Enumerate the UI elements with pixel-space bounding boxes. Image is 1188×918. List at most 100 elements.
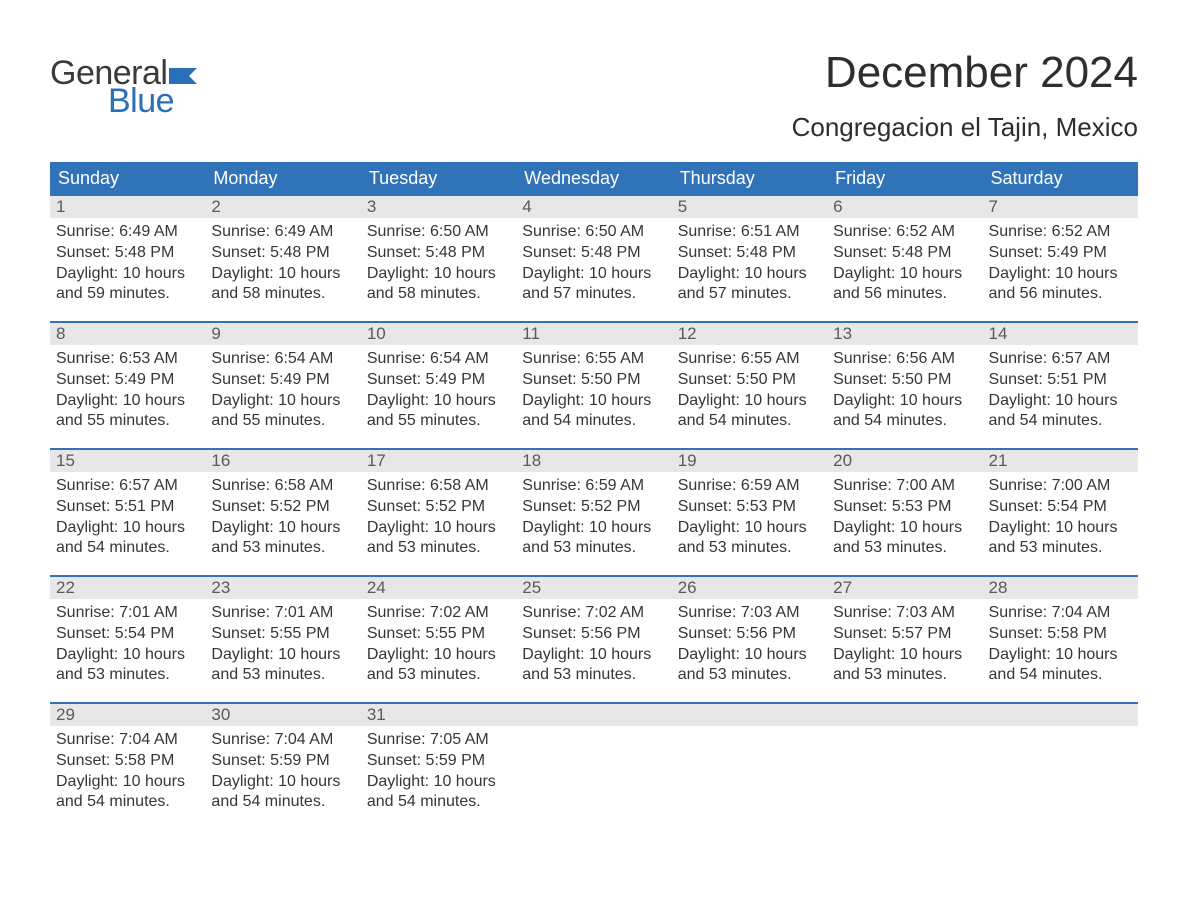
day-body: Sunrise: 6:50 AMSunset: 5:48 PMDaylight:… bbox=[516, 218, 671, 305]
daylight-line-1: Daylight: 10 hours bbox=[833, 391, 976, 412]
day-body: Sunrise: 6:51 AMSunset: 5:48 PMDaylight:… bbox=[672, 218, 827, 305]
daylight-line-1: Daylight: 10 hours bbox=[989, 264, 1132, 285]
sunset-line: Sunset: 5:48 PM bbox=[678, 243, 821, 264]
daylight-line-2: and 53 minutes. bbox=[522, 665, 665, 686]
sunset-line: Sunset: 5:48 PM bbox=[367, 243, 510, 264]
day-body: Sunrise: 7:01 AMSunset: 5:55 PMDaylight:… bbox=[205, 599, 360, 686]
daylight-line-2: and 53 minutes. bbox=[833, 665, 976, 686]
sunrise-line: Sunrise: 7:02 AM bbox=[522, 603, 665, 624]
sunset-line: Sunset: 5:55 PM bbox=[211, 624, 354, 645]
day-body: Sunrise: 7:04 AMSunset: 5:58 PMDaylight:… bbox=[50, 726, 205, 813]
day-number: 24 bbox=[361, 577, 516, 599]
daylight-line-2: and 53 minutes. bbox=[367, 665, 510, 686]
day-number: 11 bbox=[516, 323, 671, 345]
sunrise-line: Sunrise: 7:04 AM bbox=[211, 730, 354, 751]
sunrise-line: Sunrise: 6:56 AM bbox=[833, 349, 976, 370]
daylight-line-2: and 55 minutes. bbox=[56, 411, 199, 432]
day-number bbox=[672, 704, 827, 726]
day-number: 1 bbox=[50, 196, 205, 218]
day-number: 5 bbox=[672, 196, 827, 218]
sunrise-line: Sunrise: 7:00 AM bbox=[833, 476, 976, 497]
day-body: Sunrise: 7:00 AMSunset: 5:54 PMDaylight:… bbox=[983, 472, 1138, 559]
daylight-line-1: Daylight: 10 hours bbox=[367, 391, 510, 412]
calendar-day-cell bbox=[516, 704, 671, 829]
sunset-line: Sunset: 5:58 PM bbox=[989, 624, 1132, 645]
sunrise-line: Sunrise: 6:51 AM bbox=[678, 222, 821, 243]
daylight-line-1: Daylight: 10 hours bbox=[833, 518, 976, 539]
sunset-line: Sunset: 5:52 PM bbox=[211, 497, 354, 518]
sunrise-line: Sunrise: 6:50 AM bbox=[367, 222, 510, 243]
day-number bbox=[983, 704, 1138, 726]
sunset-line: Sunset: 5:48 PM bbox=[522, 243, 665, 264]
sunrise-line: Sunrise: 6:57 AM bbox=[56, 476, 199, 497]
day-body: Sunrise: 6:59 AMSunset: 5:53 PMDaylight:… bbox=[672, 472, 827, 559]
day-body: Sunrise: 6:49 AMSunset: 5:48 PMDaylight:… bbox=[205, 218, 360, 305]
sunrise-line: Sunrise: 6:53 AM bbox=[56, 349, 199, 370]
day-number: 4 bbox=[516, 196, 671, 218]
sunset-line: Sunset: 5:52 PM bbox=[522, 497, 665, 518]
daylight-line-2: and 53 minutes. bbox=[989, 538, 1132, 559]
daylight-line-2: and 59 minutes. bbox=[56, 284, 199, 305]
day-number: 17 bbox=[361, 450, 516, 472]
daylight-line-2: and 54 minutes. bbox=[833, 411, 976, 432]
sunrise-line: Sunrise: 7:01 AM bbox=[56, 603, 199, 624]
day-body: Sunrise: 6:55 AMSunset: 5:50 PMDaylight:… bbox=[516, 345, 671, 432]
sunset-line: Sunset: 5:53 PM bbox=[678, 497, 821, 518]
calendar-header-cell: Saturday bbox=[983, 168, 1138, 189]
daylight-line-2: and 54 minutes. bbox=[989, 665, 1132, 686]
day-body: Sunrise: 6:52 AMSunset: 5:49 PMDaylight:… bbox=[983, 218, 1138, 305]
calendar-day-cell: 18Sunrise: 6:59 AMSunset: 5:52 PMDayligh… bbox=[516, 450, 671, 575]
calendar-day-cell: 15Sunrise: 6:57 AMSunset: 5:51 PMDayligh… bbox=[50, 450, 205, 575]
day-body: Sunrise: 6:57 AMSunset: 5:51 PMDaylight:… bbox=[983, 345, 1138, 432]
daylight-line-1: Daylight: 10 hours bbox=[989, 645, 1132, 666]
daylight-line-1: Daylight: 10 hours bbox=[211, 645, 354, 666]
day-number: 8 bbox=[50, 323, 205, 345]
day-number: 20 bbox=[827, 450, 982, 472]
sunset-line: Sunset: 5:56 PM bbox=[678, 624, 821, 645]
calendar-day-cell: 4Sunrise: 6:50 AMSunset: 5:48 PMDaylight… bbox=[516, 196, 671, 321]
calendar-day-cell: 29Sunrise: 7:04 AMSunset: 5:58 PMDayligh… bbox=[50, 704, 205, 829]
sunrise-line: Sunrise: 7:00 AM bbox=[989, 476, 1132, 497]
sunset-line: Sunset: 5:49 PM bbox=[367, 370, 510, 391]
sunset-line: Sunset: 5:59 PM bbox=[367, 751, 510, 772]
logo-word-blue: Blue bbox=[108, 84, 197, 118]
daylight-line-1: Daylight: 10 hours bbox=[367, 772, 510, 793]
sunrise-line: Sunrise: 7:02 AM bbox=[367, 603, 510, 624]
calendar-day-cell bbox=[827, 704, 982, 829]
calendar-header-cell: Thursday bbox=[672, 168, 827, 189]
calendar-week-row: 29Sunrise: 7:04 AMSunset: 5:58 PMDayligh… bbox=[50, 702, 1138, 829]
calendar-header-cell: Monday bbox=[205, 168, 360, 189]
day-body: Sunrise: 6:49 AMSunset: 5:48 PMDaylight:… bbox=[50, 218, 205, 305]
day-body: Sunrise: 6:53 AMSunset: 5:49 PMDaylight:… bbox=[50, 345, 205, 432]
day-body: Sunrise: 6:50 AMSunset: 5:48 PMDaylight:… bbox=[361, 218, 516, 305]
day-number: 12 bbox=[672, 323, 827, 345]
calendar-day-cell: 7Sunrise: 6:52 AMSunset: 5:49 PMDaylight… bbox=[983, 196, 1138, 321]
calendar-day-cell: 12Sunrise: 6:55 AMSunset: 5:50 PMDayligh… bbox=[672, 323, 827, 448]
day-number: 30 bbox=[205, 704, 360, 726]
calendar-day-cell: 25Sunrise: 7:02 AMSunset: 5:56 PMDayligh… bbox=[516, 577, 671, 702]
daylight-line-1: Daylight: 10 hours bbox=[56, 645, 199, 666]
daylight-line-2: and 56 minutes. bbox=[989, 284, 1132, 305]
day-body: Sunrise: 7:01 AMSunset: 5:54 PMDaylight:… bbox=[50, 599, 205, 686]
sunrise-line: Sunrise: 6:59 AM bbox=[678, 476, 821, 497]
sunset-line: Sunset: 5:50 PM bbox=[522, 370, 665, 391]
calendar-week-row: 15Sunrise: 6:57 AMSunset: 5:51 PMDayligh… bbox=[50, 448, 1138, 575]
sunrise-line: Sunrise: 6:49 AM bbox=[56, 222, 199, 243]
sunset-line: Sunset: 5:54 PM bbox=[989, 497, 1132, 518]
sunset-line: Sunset: 5:56 PM bbox=[522, 624, 665, 645]
daylight-line-1: Daylight: 10 hours bbox=[678, 391, 821, 412]
calendar-week-row: 1Sunrise: 6:49 AMSunset: 5:48 PMDaylight… bbox=[50, 194, 1138, 321]
calendar-week-row: 8Sunrise: 6:53 AMSunset: 5:49 PMDaylight… bbox=[50, 321, 1138, 448]
daylight-line-2: and 57 minutes. bbox=[522, 284, 665, 305]
daylight-line-2: and 58 minutes. bbox=[211, 284, 354, 305]
day-number: 23 bbox=[205, 577, 360, 599]
daylight-line-2: and 53 minutes. bbox=[211, 538, 354, 559]
calendar-day-cell: 27Sunrise: 7:03 AMSunset: 5:57 PMDayligh… bbox=[827, 577, 982, 702]
calendar-day-cell: 31Sunrise: 7:05 AMSunset: 5:59 PMDayligh… bbox=[361, 704, 516, 829]
day-body: Sunrise: 7:02 AMSunset: 5:56 PMDaylight:… bbox=[516, 599, 671, 686]
daylight-line-2: and 54 minutes. bbox=[56, 538, 199, 559]
day-body: Sunrise: 7:00 AMSunset: 5:53 PMDaylight:… bbox=[827, 472, 982, 559]
sunset-line: Sunset: 5:48 PM bbox=[56, 243, 199, 264]
day-number: 19 bbox=[672, 450, 827, 472]
day-body: Sunrise: 6:54 AMSunset: 5:49 PMDaylight:… bbox=[361, 345, 516, 432]
